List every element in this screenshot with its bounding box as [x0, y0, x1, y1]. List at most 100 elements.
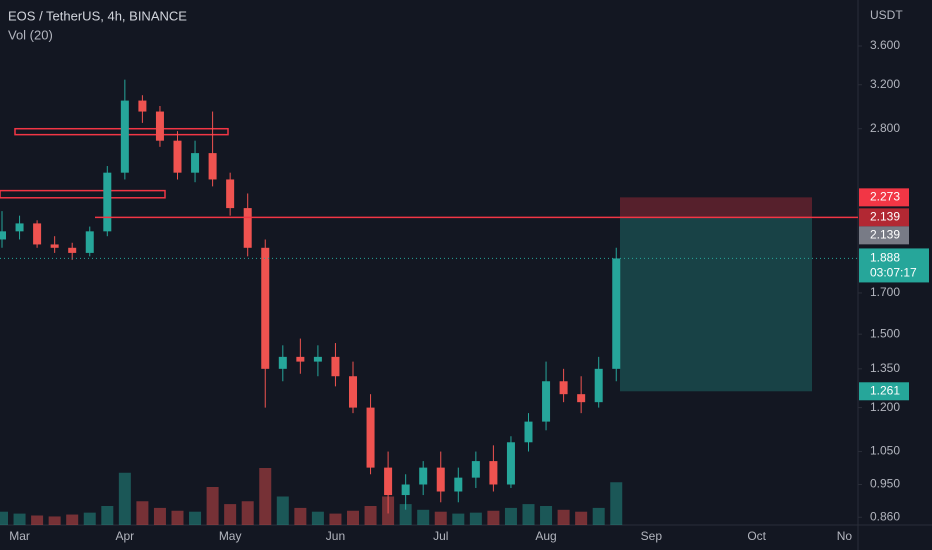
candle-body [173, 140, 182, 173]
plot [0, 79, 858, 525]
x-tick-label: No [837, 529, 853, 543]
candle-body [103, 172, 112, 232]
y-tick-label: 2.800 [870, 121, 900, 135]
y-tick-label: 0.860 [870, 509, 900, 523]
volume-bar [469, 512, 482, 525]
candle-body [594, 368, 603, 403]
candle-body [577, 394, 586, 403]
axis-label: USDT [870, 8, 903, 22]
x-tick-label: Oct [747, 529, 766, 543]
volume-bar [311, 511, 324, 525]
candle-body [278, 356, 287, 369]
y-tick-label: 1.200 [870, 400, 900, 414]
indicator-label: Vol (20) [8, 27, 53, 42]
reward-zone [620, 217, 812, 392]
volume-bar [118, 472, 131, 525]
volume-bar [610, 482, 623, 525]
y-tick-label: 3.600 [870, 38, 900, 52]
volume-bar [540, 506, 553, 525]
y-tick-label: 1.500 [870, 326, 900, 340]
volume-bar [364, 506, 377, 525]
price-tag [859, 226, 909, 245]
candle-body [226, 179, 235, 209]
y-tick-label: 1.050 [870, 444, 900, 458]
volume-bar [189, 511, 202, 525]
y-tick-label: 1.350 [870, 361, 900, 375]
volume-bar [434, 511, 447, 525]
candle-body [524, 421, 533, 443]
y-tick-label: 1.700 [870, 285, 900, 299]
price-tag-label: 2.139 [870, 228, 900, 242]
candle-body [471, 461, 480, 478]
volume-bar [452, 513, 465, 525]
chart-title: EOS / TetherUS, 4h, BINANCE [8, 8, 187, 23]
volume-bar [347, 510, 359, 525]
y-tick-label: 3.200 [870, 77, 900, 91]
price-tag [859, 248, 929, 283]
volume-bar [0, 511, 8, 525]
volume-bar [399, 504, 412, 525]
volume-bar [31, 515, 44, 525]
candle-body [489, 461, 498, 485]
volume-bar [522, 504, 535, 525]
candle-body [0, 231, 6, 240]
candle-body [50, 244, 59, 248]
price-tag-label: 2.139 [870, 210, 900, 224]
volume-bar [224, 504, 237, 525]
candle-body [208, 153, 217, 180]
candle-body [419, 467, 428, 485]
x-tick-label: Apr [116, 529, 135, 543]
zone [0, 189, 166, 199]
volume-bar [66, 514, 79, 525]
volume-bar [276, 496, 289, 525]
price-tag [859, 382, 909, 401]
price-tag [859, 188, 909, 207]
countdown: 03:07:17 [870, 266, 917, 280]
candle-body [436, 467, 445, 492]
candle-body [331, 356, 340, 377]
volume-bar [294, 507, 307, 525]
candle-body [68, 247, 77, 253]
price-tag [859, 208, 909, 227]
candle-body [155, 111, 164, 141]
candle-body [612, 258, 621, 369]
volume-bar [487, 510, 500, 525]
volume-bar [575, 511, 588, 525]
x-tick-label: Jul [433, 529, 448, 543]
x-tick-label: Jun [326, 529, 345, 543]
price-tag-label: 1.888 [870, 251, 900, 265]
candle-body [85, 231, 94, 253]
candle-body [33, 223, 42, 245]
volume-bar [504, 507, 517, 525]
volume-bar [153, 507, 166, 525]
candle-body [506, 442, 515, 485]
candle-body [384, 467, 393, 496]
candle-body [401, 484, 410, 496]
candle-body [15, 223, 24, 232]
volume-bar [259, 468, 272, 525]
volume-bar [241, 501, 254, 525]
volume-bar [83, 512, 96, 525]
volume-bar [592, 507, 605, 525]
risk-zone [620, 197, 812, 218]
volume-bar [206, 487, 219, 525]
candle-body [313, 356, 322, 362]
candle-body [454, 477, 463, 492]
volume-bar [329, 513, 342, 525]
x-tick-label: Sep [641, 529, 663, 543]
candle-body [191, 153, 200, 173]
x-tick-label: Aug [535, 529, 556, 543]
x-tick-label: Mar [9, 529, 30, 543]
candle-body [559, 381, 568, 395]
price-tag-label: 1.261 [870, 383, 900, 397]
volume-bar [48, 516, 61, 525]
volume-bar [136, 501, 149, 525]
volume-bar [557, 509, 570, 525]
candle-body [120, 100, 129, 173]
candle-body [261, 247, 270, 369]
candle-body [542, 381, 551, 422]
price-tag-label: 2.273 [870, 190, 900, 204]
candle-body [366, 407, 375, 468]
volume-bar [13, 513, 26, 525]
